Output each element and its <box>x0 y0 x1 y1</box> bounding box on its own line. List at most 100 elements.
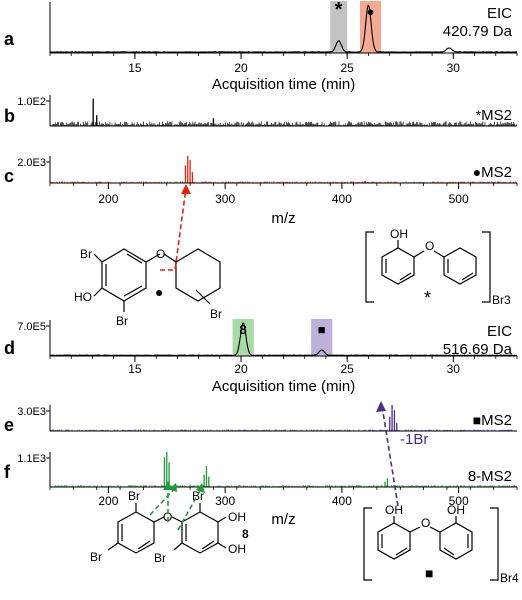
atom-label: OH <box>228 542 246 556</box>
tick-label: 400 <box>332 494 352 508</box>
structure-1 <box>93 248 221 312</box>
panel-letter: c <box>4 166 14 186</box>
tick-label: 20 <box>234 362 248 376</box>
y-max-label: 7.0E5 <box>17 321 46 333</box>
label-text: MS2 <box>481 412 512 429</box>
red-arrow <box>160 187 187 271</box>
panel-letter: f <box>4 462 11 482</box>
y-max-label: 3.0E3 <box>17 406 46 418</box>
panel-c: c2.0E3 200 300 400 500 m/z ●MS2 <box>4 156 518 227</box>
trace-label: 8-MS2 <box>468 468 512 485</box>
structure-4-labels: OH OH O ■ Br4 <box>385 503 519 585</box>
tick-label: 500 <box>449 192 469 206</box>
bromine-subscript: Br4 <box>500 571 519 585</box>
label-symbol: * <box>476 107 482 123</box>
oxygen-atom: O <box>421 516 430 530</box>
tick-label: 15 <box>128 61 142 75</box>
tick-label: 30 <box>447 61 461 75</box>
noise-trace <box>49 121 517 126</box>
asterisk-marker: * <box>424 288 431 308</box>
label-symbol: ● <box>473 164 481 180</box>
panel-f: f 1.1E3 200 300 400 500 m/z 8-MS2 <box>4 452 518 528</box>
panel-letter: d <box>4 338 15 358</box>
atom-label: Br <box>90 550 102 564</box>
label-text: MS2 <box>481 164 512 181</box>
highlight-band <box>311 319 333 356</box>
tick-label: 25 <box>341 362 355 376</box>
tick-label: 30 <box>447 362 461 376</box>
trace-label: ■MS2 <box>473 412 512 429</box>
bromine-subscript: Br3 <box>492 293 511 307</box>
tick-label: 25 <box>341 61 355 75</box>
tick-label: 500 <box>449 494 469 508</box>
x-axis-title: Acquisition time (min) <box>212 378 355 395</box>
trace-label: 516.69 Da <box>443 341 513 358</box>
x-axis-title: m/z <box>271 210 295 227</box>
x-axis-title: m/z <box>271 511 295 528</box>
tick-label: 300 <box>215 192 235 206</box>
trace-label: 420.79 Da <box>443 23 513 40</box>
atom-label: Br <box>128 489 140 503</box>
atom-label: Br <box>154 551 166 565</box>
green-arrow-2 <box>149 486 177 516</box>
panel-a: a * ● 15 20 25 30 Acquisition time (min) EIC420.… <box>4 0 518 93</box>
atom-label: Br <box>80 247 92 261</box>
highlight-symbol: ■ <box>318 322 326 337</box>
highlight-band <box>330 1 348 53</box>
highlight-symbol: 8 <box>240 322 247 337</box>
green-arrow-3 <box>177 486 203 531</box>
y-max-label: 1.1E3 <box>17 453 46 465</box>
hydroxyl-label: OH <box>447 503 465 517</box>
trace-label: ●MS2 <box>473 164 512 181</box>
label-text: MS2 <box>481 107 512 124</box>
highlight-symbol: ● <box>367 4 375 19</box>
structure-3 <box>107 503 227 554</box>
panel-letter: e <box>4 415 14 435</box>
hydroxyl-label: OH <box>390 227 408 241</box>
label-symbol: ■ <box>473 412 481 428</box>
atom-label: HO <box>74 290 92 304</box>
tick-label: 200 <box>98 192 118 206</box>
oxygen-atom: O <box>156 247 165 261</box>
circle-marker: ● <box>155 284 163 300</box>
label-text: 8-MS2 <box>468 468 512 485</box>
highlight-symbol: * <box>335 0 343 21</box>
structure-4 <box>363 507 499 581</box>
square-marker: ■ <box>425 565 433 581</box>
structure-2 <box>365 231 491 303</box>
x-axis-title: Acquisition time (min) <box>212 76 355 93</box>
oxygen-atom: O <box>425 239 434 253</box>
structure-1-labels: Br HO Br Br O ● <box>74 247 222 328</box>
panel-d: d7.0E5 8 ■ 15 20 25 30 Acquisition time (min) EI… <box>4 319 518 395</box>
panel-letter: b <box>4 106 15 126</box>
panel-letter: a <box>4 29 15 49</box>
eic-trace <box>50 322 518 357</box>
trace-label: EIC <box>487 323 512 340</box>
tick-label: 200 <box>98 494 118 508</box>
arrowheads <box>163 184 386 493</box>
hydroxyl-label: OH <box>385 503 403 517</box>
compound-8-label: 8 <box>242 527 249 541</box>
highlight-band <box>359 1 382 53</box>
trace-label: EIC <box>487 5 512 22</box>
eic-trace <box>49 4 518 53</box>
structure-2-labels: OH O * Br3 <box>390 227 511 308</box>
neutral-loss-label: -1Br <box>400 431 428 448</box>
atom-label: OH <box>228 510 246 524</box>
purple-arrow <box>381 405 399 507</box>
y-max-label: 2.0E3 <box>17 157 46 169</box>
tick-label: 300 <box>215 494 235 508</box>
tick-label: 20 <box>234 61 248 75</box>
panel-b: b1.0E2 *MS2 <box>4 95 517 127</box>
atom-label: Br <box>116 314 128 328</box>
tick-label: 15 <box>128 362 142 376</box>
tick-label: 400 <box>332 192 352 206</box>
trace-label: *MS2 <box>476 107 512 124</box>
highlight-band <box>232 319 254 356</box>
y-max-label: 1.0E2 <box>17 96 46 108</box>
atom-label: Br <box>210 307 222 321</box>
structure-3-labels: Br Br Br Br OH OH O 8 <box>90 489 249 565</box>
arrows <box>149 187 399 531</box>
